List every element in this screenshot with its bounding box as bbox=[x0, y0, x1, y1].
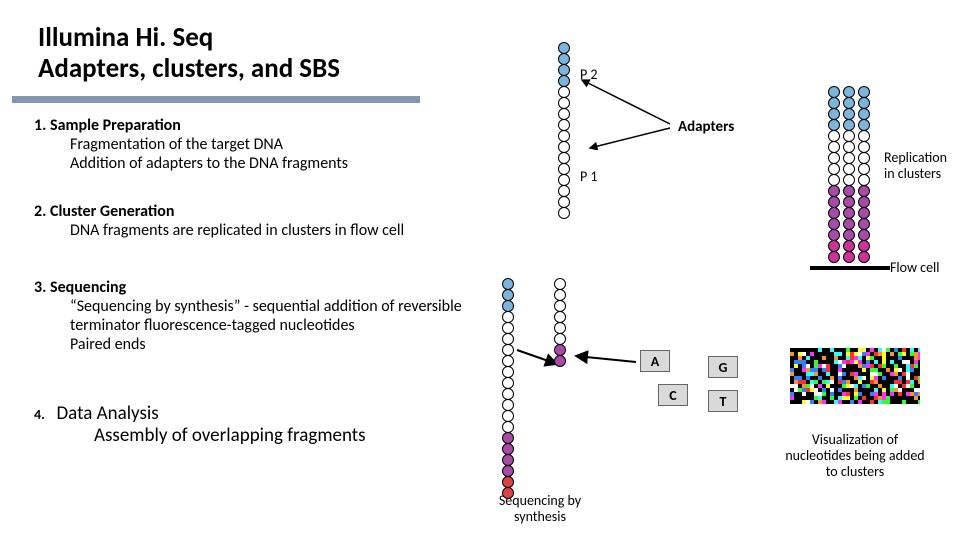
section-2-body1: DNA fragments are replicated in clusters… bbox=[34, 221, 454, 240]
noise-pixel bbox=[818, 348, 822, 352]
noise-pixel bbox=[918, 356, 920, 360]
bead bbox=[502, 487, 514, 499]
noise-pixel bbox=[806, 356, 810, 360]
section-1: 1. Sample Preparation Fragmentation of t… bbox=[34, 116, 454, 173]
section-1-body2: Addition of adapters to the DNA fragment… bbox=[34, 154, 454, 173]
nucleotide-t: T bbox=[708, 390, 738, 412]
label-visualization: Visualization of nucleotides being added… bbox=[780, 432, 930, 480]
noise-pixel bbox=[858, 400, 862, 404]
noise-pixel bbox=[802, 392, 806, 396]
label-p1: P 1 bbox=[580, 168, 598, 185]
noise-pixel bbox=[882, 376, 886, 380]
noise-pixel bbox=[830, 380, 834, 384]
title-line2: Adapters, clusters, and SBS bbox=[38, 53, 340, 84]
section-2-head: 2. Cluster Generation bbox=[34, 202, 454, 221]
slide-title: Illumina Hi. Seq Adapters, clusters, and… bbox=[38, 22, 340, 84]
section-3-head: 3. Sequencing bbox=[34, 278, 464, 297]
section-2: 2. Cluster Generation DNA fragments are … bbox=[34, 202, 454, 240]
noise-pixel bbox=[886, 400, 890, 404]
section-1-body1: Fragmentation of the target DNA bbox=[34, 135, 454, 154]
noise-pixel bbox=[822, 392, 826, 396]
label-seq-by-synth: Sequencing by synthesis bbox=[480, 493, 600, 525]
section-4-head: Data Analysis bbox=[56, 402, 158, 425]
section-4-num: 4. bbox=[34, 406, 45, 423]
section-3-body2: Paired ends bbox=[34, 335, 464, 354]
title-underline bbox=[12, 96, 420, 103]
bead bbox=[843, 251, 855, 263]
noise-pixel bbox=[902, 352, 906, 356]
title-line1: Illumina Hi. Seq bbox=[38, 22, 340, 53]
noise-pixel bbox=[862, 376, 866, 380]
noise-pixel bbox=[790, 352, 794, 356]
noise-pixel bbox=[918, 380, 920, 384]
adapter-arrows-icon bbox=[570, 60, 680, 150]
label-adapters: Adapters bbox=[678, 118, 734, 136]
cluster-visualization-image bbox=[790, 348, 920, 404]
noise-pixel bbox=[910, 368, 914, 372]
noise-pixel bbox=[918, 400, 920, 404]
noise-pixel bbox=[850, 400, 854, 404]
noise-pixel bbox=[866, 384, 870, 388]
noise-pixel bbox=[890, 352, 894, 356]
bead bbox=[558, 207, 570, 219]
section-1-head: 1. Sample Preparation bbox=[34, 116, 454, 135]
nucleotide-g: G bbox=[708, 356, 738, 378]
noise-pixel bbox=[790, 396, 794, 400]
noise-pixel bbox=[810, 400, 814, 404]
nucleotide-arrow-icon bbox=[570, 350, 650, 400]
noise-pixel bbox=[862, 368, 866, 372]
noise-pixel bbox=[838, 400, 842, 404]
noise-pixel bbox=[794, 364, 798, 368]
nucleotide-c: C bbox=[658, 384, 688, 406]
noise-pixel bbox=[862, 396, 866, 400]
section-3: 3. Sequencing “Sequencing by synthesis” … bbox=[34, 278, 464, 355]
noise-pixel bbox=[918, 392, 920, 396]
label-flowcell: Flow cell bbox=[890, 260, 960, 276]
noise-pixel bbox=[898, 392, 902, 396]
noise-pixel bbox=[890, 392, 894, 396]
noise-pixel bbox=[902, 400, 906, 404]
label-replication: Replication in clusters bbox=[884, 150, 956, 182]
noise-pixel bbox=[822, 356, 826, 360]
noise-pixel bbox=[914, 364, 918, 368]
bead bbox=[858, 251, 870, 263]
section-3-body1: “Sequencing by synthesis” - sequential a… bbox=[34, 297, 464, 335]
section-4: 4. Data Analysis Assembly of overlapping… bbox=[34, 402, 454, 448]
section-4-body1: Assembly of overlapping fragments bbox=[34, 425, 454, 448]
noise-pixel bbox=[838, 352, 842, 356]
noise-pixel bbox=[842, 372, 846, 376]
noise-pixel bbox=[842, 364, 846, 368]
bead bbox=[554, 355, 566, 367]
noise-pixel bbox=[822, 400, 826, 404]
noise-pixel bbox=[810, 352, 814, 356]
flow-cell-line bbox=[810, 266, 890, 270]
bead bbox=[828, 251, 840, 263]
noise-pixel bbox=[870, 400, 874, 404]
